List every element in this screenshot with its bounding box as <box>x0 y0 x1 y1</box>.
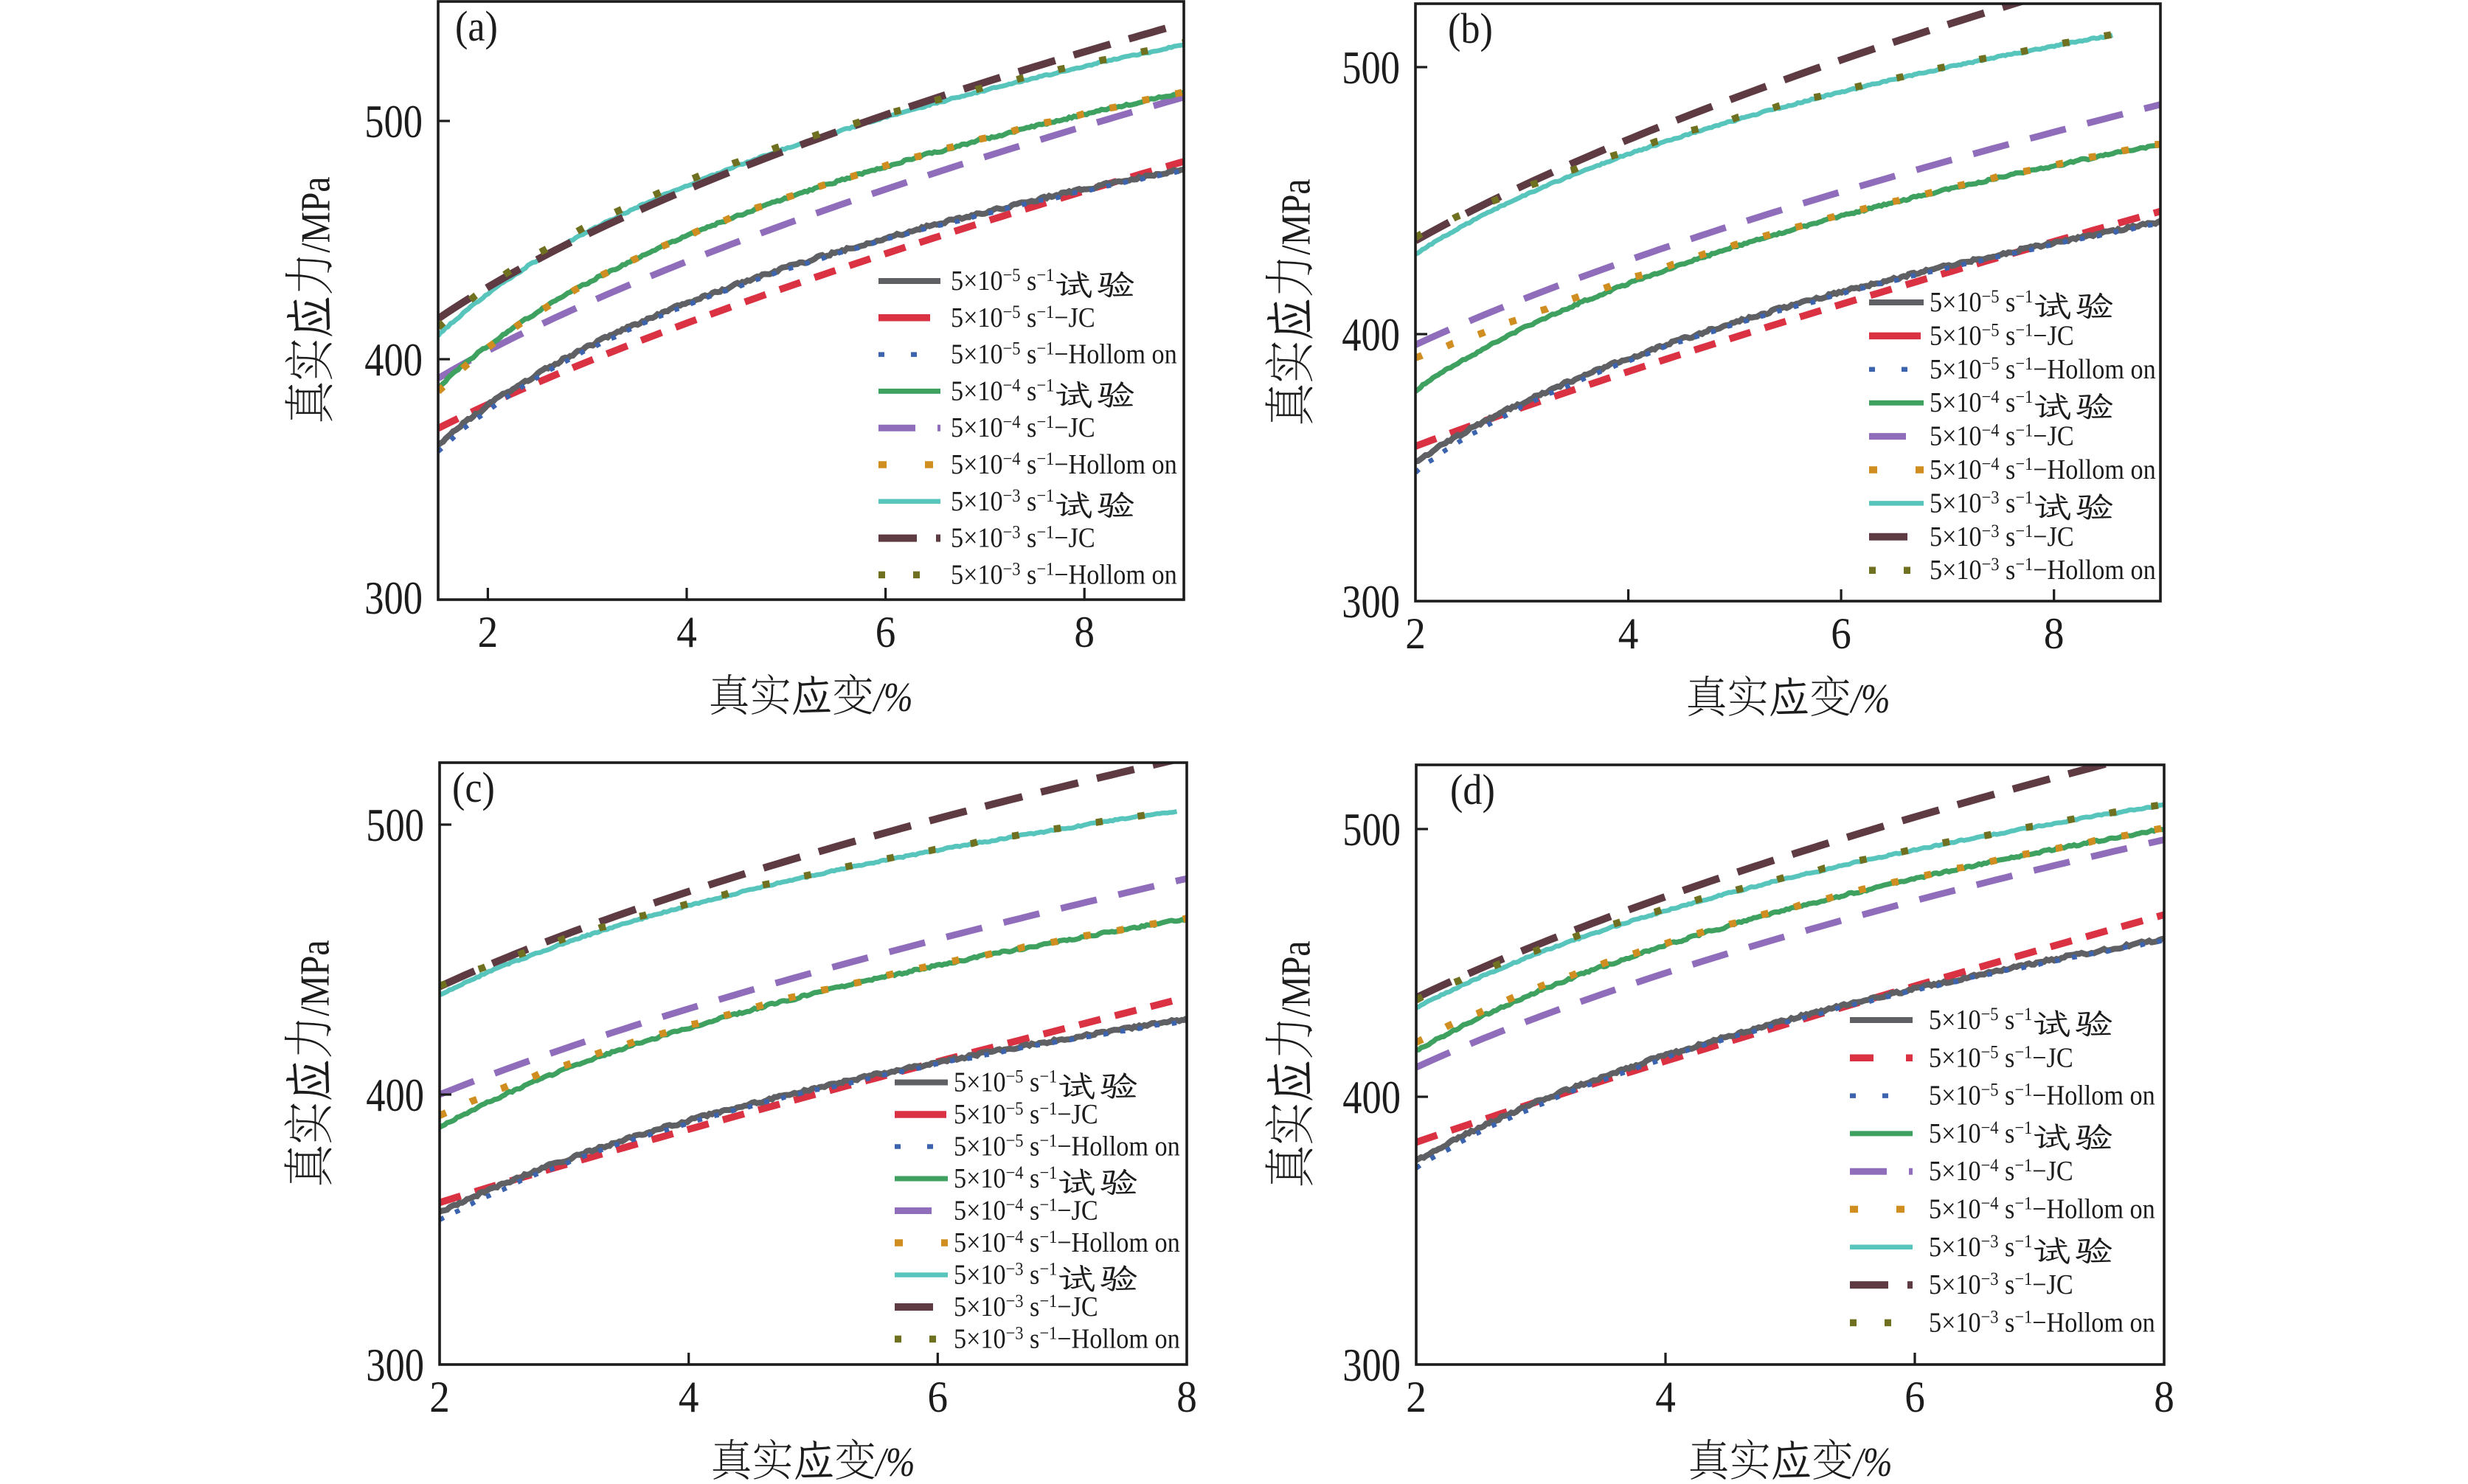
svg-text:5×10−3 s−1−JC: 5×10−3 s−1−JC <box>1929 1269 2073 1300</box>
svg-text:300: 300 <box>366 1339 424 1391</box>
svg-text:400: 400 <box>366 1069 424 1121</box>
svg-text:(a): (a) <box>455 2 498 49</box>
svg-text:500: 500 <box>366 799 424 851</box>
svg-text:8: 8 <box>1074 608 1095 657</box>
svg-text:4: 4 <box>1655 1373 1676 1422</box>
svg-text:8: 8 <box>2044 610 2065 659</box>
svg-text:5×10−5 s−1−JC: 5×10−5 s−1−JC <box>1930 320 2074 351</box>
svg-text:5×10−5 s−1−JC: 5×10−5 s−1−JC <box>951 302 1095 333</box>
svg-text:5×10−5 s−1−JC: 5×10−5 s−1−JC <box>954 1098 1098 1129</box>
svg-text:5×10−4 s−1−Hollom on: 5×10−4 s−1−Hollom on <box>954 1227 1180 1258</box>
svg-text:6: 6 <box>1831 610 1851 659</box>
svg-text:500: 500 <box>1342 803 1401 856</box>
svg-text:5×10−5 s−1−JC: 5×10−5 s−1−JC <box>1929 1042 2073 1073</box>
svg-text:2: 2 <box>1406 1373 1427 1422</box>
svg-text:/%: /% <box>874 1440 915 1484</box>
svg-text:(d): (d) <box>1450 766 1495 813</box>
svg-text:/%: /% <box>1849 677 1890 722</box>
svg-text:300: 300 <box>1342 575 1400 628</box>
svg-text:5×10−5 s−1: 5×10−5 s−1 <box>951 265 1054 296</box>
svg-text:/MPa: /MPa <box>1274 940 1319 1016</box>
svg-text:300: 300 <box>364 572 423 624</box>
svg-text:5×10−3 s−1: 5×10−3 s−1 <box>1929 1231 2032 1262</box>
svg-text:400: 400 <box>364 333 423 386</box>
svg-text:5×10−4 s−1−Hollom on: 5×10−4 s−1−Hollom on <box>1929 1193 2155 1224</box>
svg-text:500: 500 <box>1342 41 1400 94</box>
svg-text:400: 400 <box>1342 308 1400 361</box>
svg-text:5×10−3 s−1−Hollom on: 5×10−3 s−1−Hollom on <box>1929 1307 2155 1338</box>
svg-text:5×10−5 s−1−Hollom on: 5×10−5 s−1−Hollom on <box>951 339 1177 370</box>
svg-text:6: 6 <box>876 608 896 657</box>
svg-text:5×10−4 s−1−JC: 5×10−4 s−1−JC <box>1929 1156 2073 1187</box>
svg-text:5×10−4 s−1−JC: 5×10−4 s−1−JC <box>951 412 1095 443</box>
svg-text:500: 500 <box>364 95 423 148</box>
svg-text:4: 4 <box>676 608 697 657</box>
svg-text:(b): (b) <box>1448 4 1493 52</box>
svg-text:4: 4 <box>1618 610 1639 659</box>
svg-text:5×10−3 s−1−Hollom on: 5×10−3 s−1−Hollom on <box>951 559 1177 590</box>
svg-text:(c): (c) <box>452 763 495 811</box>
svg-text:2: 2 <box>1405 610 1426 659</box>
svg-text:/MPa: /MPa <box>294 176 339 252</box>
svg-text:5×10−4 s−1−JC: 5×10−4 s−1−JC <box>954 1195 1098 1226</box>
svg-text:5×10−3 s−1−JC: 5×10−3 s−1−JC <box>1930 521 2074 552</box>
svg-text:/%: /% <box>1851 1440 1893 1484</box>
svg-text:300: 300 <box>1342 1339 1401 1391</box>
svg-text:4: 4 <box>679 1373 699 1422</box>
svg-text:5×10−4 s−1: 5×10−4 s−1 <box>1930 387 2033 418</box>
svg-text:/%: /% <box>872 676 913 721</box>
svg-text:8: 8 <box>1176 1373 1197 1422</box>
svg-text:5×10−3 s−1−Hollom on: 5×10−3 s−1−Hollom on <box>954 1323 1180 1354</box>
svg-text:2: 2 <box>478 608 499 657</box>
svg-text:5×10−3 s−1−JC: 5×10−3 s−1−JC <box>951 522 1095 553</box>
svg-text:5×10−5 s−1−Hollom on: 5×10−5 s−1−Hollom on <box>1929 1080 2155 1111</box>
svg-text:8: 8 <box>2154 1373 2174 1422</box>
svg-text:5×10−4 s−1−Hollom on: 5×10−4 s−1−Hollom on <box>1930 454 2156 485</box>
svg-text:5×10−4 s−1−Hollom on: 5×10−4 s−1−Hollom on <box>951 448 1177 479</box>
svg-text:6: 6 <box>928 1373 949 1422</box>
svg-text:/MPa: /MPa <box>1274 178 1319 254</box>
svg-text:5×10−3 s−1−Hollom on: 5×10−3 s−1−Hollom on <box>1930 555 2156 586</box>
svg-text:5×10−5 s−1−Hollom on: 5×10−5 s−1−Hollom on <box>954 1131 1180 1162</box>
svg-text:5×10−5 s−1−Hollom on: 5×10−5 s−1−Hollom on <box>1930 353 2156 384</box>
svg-text:5×10−4 s−1−JC: 5×10−4 s−1−JC <box>1930 420 2074 451</box>
svg-text:6: 6 <box>1904 1373 1925 1422</box>
svg-text:/MPa: /MPa <box>293 940 338 1016</box>
svg-text:400: 400 <box>1342 1071 1401 1123</box>
svg-text:5×10−3 s−1−JC: 5×10−3 s−1−JC <box>954 1291 1098 1322</box>
svg-text:2: 2 <box>429 1373 450 1422</box>
